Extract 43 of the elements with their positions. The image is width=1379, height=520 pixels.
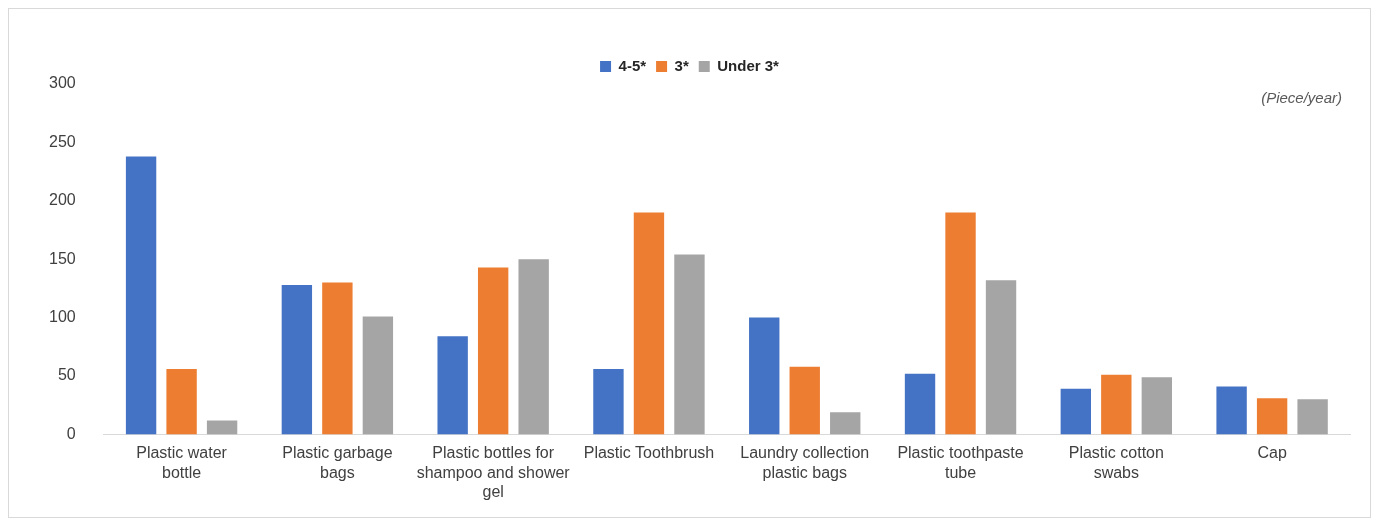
bar (362, 316, 394, 435)
bar (206, 420, 238, 435)
x-tick-label: Plastic cotton swabs (1068, 444, 1164, 481)
legend-label: 4-5* (618, 56, 647, 74)
bar (633, 212, 665, 435)
bar (437, 336, 468, 435)
bar (1141, 377, 1173, 435)
x-tick-label: Cap (1257, 444, 1287, 462)
y-tick-label: 300 (48, 74, 76, 92)
y-tick-label: 150 (48, 249, 76, 267)
bar (593, 368, 624, 435)
bar (749, 317, 780, 435)
bar (789, 366, 820, 435)
bar (518, 259, 549, 435)
bar (1216, 386, 1247, 435)
x-tick-label: Plastic toothpaste tube (897, 444, 1024, 481)
bar (166, 368, 197, 435)
bar (985, 280, 1017, 435)
bar (830, 412, 861, 435)
bar (1101, 374, 1132, 435)
bar (904, 373, 936, 435)
legend-label: 3* (674, 56, 689, 74)
bar (322, 282, 353, 435)
bar (477, 267, 509, 435)
bar (125, 156, 157, 435)
x-tick-label: Plastic bottles for shampoo and shower gel (416, 444, 571, 500)
bar (1297, 399, 1328, 435)
x-tick-label: Plastic Toothbrush (583, 444, 715, 462)
x-tick-label: Plastic garbage bags (282, 444, 393, 481)
bar (281, 284, 313, 435)
bar (1060, 388, 1091, 435)
bar (1256, 398, 1288, 435)
y-tick-label: 200 (48, 191, 76, 209)
bar (674, 254, 705, 435)
annotation: (Piece/year) (1261, 89, 1342, 107)
legend-label: Under 3* (717, 56, 780, 74)
y-tick-label: 50 (57, 366, 76, 384)
bar (945, 212, 976, 435)
y-tick-label: 0 (66, 424, 76, 442)
x-tick-label: Laundry collection plastic bags (740, 444, 870, 481)
x-tick-label: Plastic water bottle (136, 444, 228, 481)
y-tick-label: 250 (48, 132, 76, 150)
y-tick-label: 100 (48, 308, 76, 326)
